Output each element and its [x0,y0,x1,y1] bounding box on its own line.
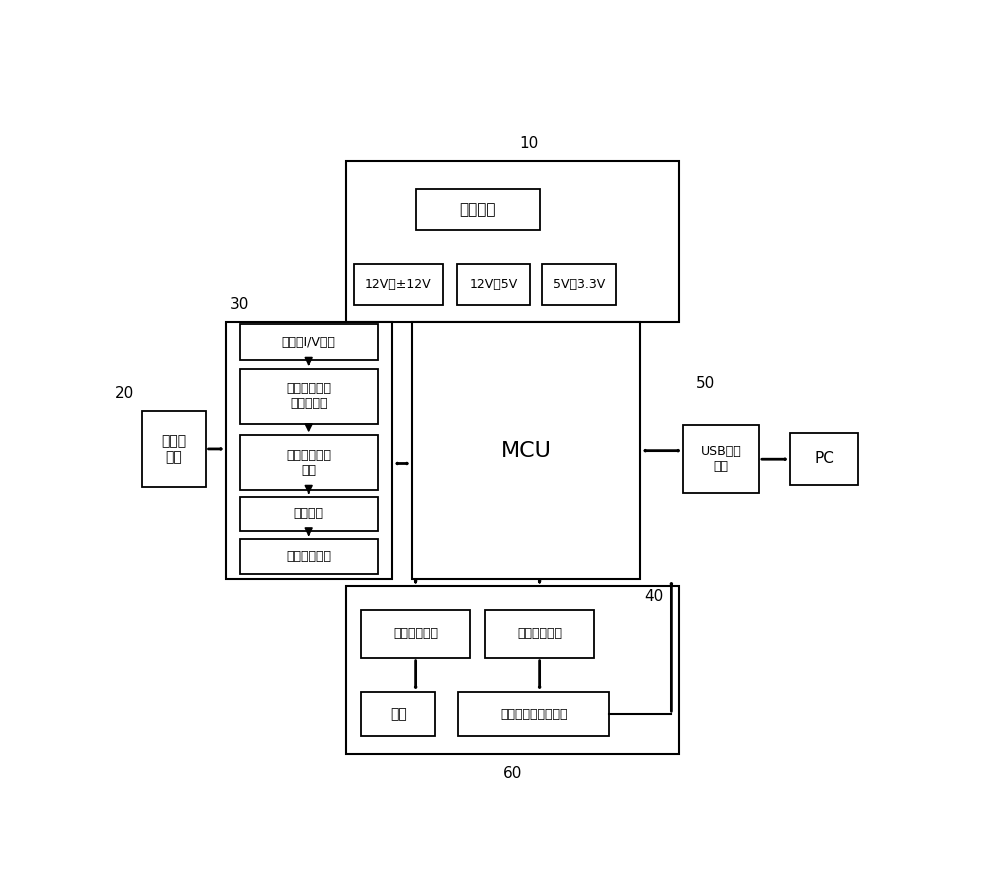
Text: 10: 10 [520,136,539,151]
Bar [240,497,378,531]
Bar [142,412,206,486]
Text: 20: 20 [115,386,134,401]
Text: MCU: MCU [501,441,552,461]
Bar [361,692,435,736]
Bar [412,323,640,579]
Text: 电源模块: 电源模块 [459,202,496,217]
Text: 光电传
感器: 光电传 感器 [161,434,186,464]
Text: 分压电路: 分压电路 [294,508,324,520]
Text: 60: 60 [503,766,522,781]
Text: 5V转3.3V: 5V转3.3V [553,278,605,292]
Bar [240,540,378,573]
Text: 程控式反向运
算放大电路: 程控式反向运 算放大电路 [286,382,331,410]
Text: 30: 30 [230,297,249,312]
Bar [416,188,540,230]
Text: 50: 50 [696,376,715,391]
Bar [683,425,759,493]
Text: 12V转5V: 12V转5V [469,278,518,292]
Text: 扫描转台角度传感器: 扫描转台角度传感器 [500,708,568,721]
Text: 电唸保护电路: 电唸保护电路 [286,550,331,563]
Bar [346,586,679,754]
Bar [346,162,679,323]
Bar [457,264,530,305]
Bar [361,610,470,658]
Bar [458,692,609,736]
Bar [485,610,594,658]
Text: 40: 40 [644,589,664,605]
Text: 样品: 样品 [390,708,407,721]
Bar [790,433,858,485]
Text: PC: PC [814,452,834,467]
Bar [240,324,378,360]
Text: 12V转±12V: 12V转±12V [365,278,432,292]
Bar [226,323,392,579]
Text: 二阶低通滤波
电路: 二阶低通滤波 电路 [286,449,331,477]
Text: 样品转台电机: 样品转台电机 [393,628,438,640]
Bar [240,369,378,424]
Text: 扫描转台电机: 扫描转台电机 [517,628,562,640]
Bar [542,264,616,305]
Text: USB通信
模块: USB通信 模块 [701,445,741,473]
Bar [354,264,443,305]
Bar [240,436,378,490]
Text: 可调式I/V电路: 可调式I/V电路 [282,336,336,348]
